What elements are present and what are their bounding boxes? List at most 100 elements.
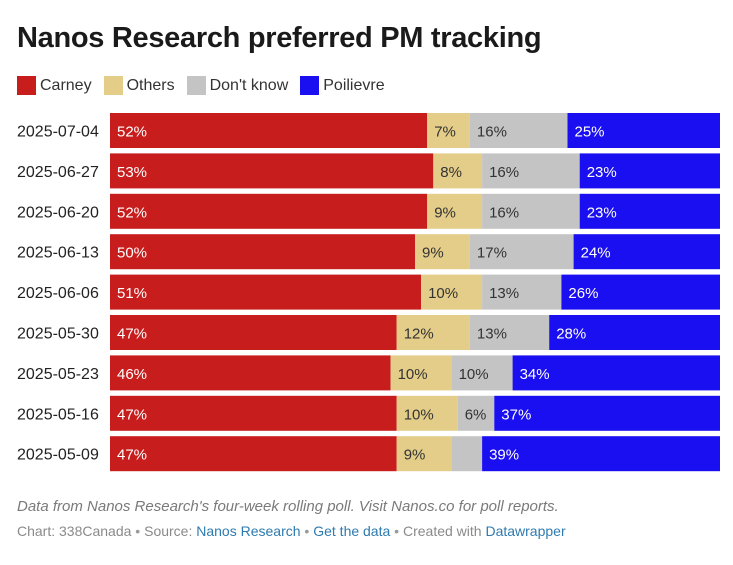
data-label-dont-know: 16% xyxy=(489,204,519,221)
bar-segment-poilievre xyxy=(482,436,720,472)
source-link[interactable]: Nanos Research xyxy=(196,523,301,539)
bar-segment-dont-know xyxy=(451,436,483,472)
legend-item-poilievre: Poilievre xyxy=(300,76,385,95)
data-label-poilievre: 23% xyxy=(587,204,617,221)
bar-segment-others xyxy=(427,113,470,148)
bar-segment-others xyxy=(421,274,483,310)
data-label-others: 12% xyxy=(404,326,434,343)
bar-segment-others xyxy=(415,234,470,270)
data-label-poilievre: 25% xyxy=(575,124,605,141)
bar-segment-others xyxy=(390,355,452,391)
category-label: 2025-06-20 xyxy=(17,204,99,221)
credit-source-label: Source: xyxy=(144,523,197,539)
category-label: 2025-05-16 xyxy=(17,406,99,423)
bar-segment-carney xyxy=(110,193,428,229)
legend-item-others: Others xyxy=(103,76,175,95)
bar-segment-poilievre xyxy=(512,355,720,391)
datawrapper-link[interactable]: Datawrapper xyxy=(485,523,566,539)
data-label-poilievre: 28% xyxy=(556,326,586,343)
bar-segment-dont-know xyxy=(469,234,574,270)
bar-segment-poilievre xyxy=(579,153,720,189)
bar-segment-carney xyxy=(110,395,397,431)
data-label-carney: 46% xyxy=(117,366,147,383)
data-label-poilievre: 24% xyxy=(581,245,611,262)
data-label-carney: 50% xyxy=(117,245,147,262)
bar-segment-dont-know xyxy=(469,315,550,350)
data-label-others: 8% xyxy=(440,164,462,181)
category-label: 2025-06-13 xyxy=(17,245,99,262)
bar-segment-poilievre xyxy=(561,274,720,310)
bar-segment-dont-know xyxy=(457,395,495,431)
chart-legend: Carney Others Don't know Poilievre xyxy=(17,76,397,95)
bar-segment-others xyxy=(396,436,452,472)
bar-segment-carney xyxy=(110,436,397,472)
bar-segment-poilievre xyxy=(567,113,720,148)
credit-separator-2: • xyxy=(300,523,314,539)
data-label-others: 10% xyxy=(398,366,428,383)
bar-segment-others xyxy=(396,315,470,350)
chart-title: Nanos Research preferred PM tracking xyxy=(17,22,542,54)
credit-separator-1: • xyxy=(131,523,145,539)
data-label-carney: 53% xyxy=(117,164,147,181)
data-label-dont-know: 13% xyxy=(477,326,507,343)
data-label-others: 7% xyxy=(434,124,456,141)
legend-swatch-dont-know xyxy=(186,76,206,95)
bar-segment-carney xyxy=(110,315,397,350)
bar-segment-carney xyxy=(110,355,391,391)
bar-segment-poilievre xyxy=(573,234,720,270)
data-label-others: 9% xyxy=(404,447,426,464)
data-label-others: 10% xyxy=(404,406,434,423)
stacked-bar-chart: 2025-07-04 52% 7% 16% 25% 2025-06-27 53% 8% 16% 2… xyxy=(17,113,720,472)
data-label-carney: 47% xyxy=(117,447,147,464)
bar-segment-dont-know xyxy=(482,153,580,189)
data-label-poilievre: 23% xyxy=(587,164,617,181)
chart-credits: Chart: 338Canada • Source: Nanos Researc… xyxy=(17,523,566,539)
legend-swatch-others xyxy=(103,76,123,95)
bar-segment-carney xyxy=(110,274,422,310)
legend-item-dont-know: Don't know xyxy=(186,76,289,95)
bar-segment-others xyxy=(427,193,483,229)
data-label-poilievre: 34% xyxy=(520,366,550,383)
legend-label-dont-know: Don't know xyxy=(209,76,289,94)
data-label-carney: 52% xyxy=(117,204,147,221)
data-label-dont-know: 16% xyxy=(477,124,507,141)
legend-label-others: Others xyxy=(126,76,175,94)
data-label-others: 10% xyxy=(428,285,458,302)
legend-label-carney: Carney xyxy=(40,76,92,94)
credit-separator-3: • xyxy=(390,523,403,539)
category-label: 2025-05-30 xyxy=(17,326,99,343)
data-label-poilievre: 37% xyxy=(501,406,531,423)
bar-segment-poilievre xyxy=(579,193,720,229)
data-label-carney: 47% xyxy=(117,326,147,343)
data-label-others: 9% xyxy=(434,204,456,221)
bar-segment-dont-know xyxy=(482,193,580,229)
data-label-dont-know: 10% xyxy=(459,366,489,383)
bar-segment-poilievre xyxy=(494,395,720,431)
data-label-carney: 51% xyxy=(117,285,147,302)
data-label-dont-know: 6% xyxy=(465,406,487,423)
bar-segment-others xyxy=(433,153,483,189)
legend-label-poilievre: Poilievre xyxy=(323,76,385,94)
category-label: 2025-05-09 xyxy=(17,447,99,464)
legend-swatch-poilievre xyxy=(300,76,320,95)
get-the-data-link[interactable]: Get the data xyxy=(313,523,391,539)
data-label-carney: 47% xyxy=(117,406,147,423)
data-label-dont-know: 16% xyxy=(489,164,519,181)
data-label-dont-know: 13% xyxy=(489,285,519,302)
bar-segment-carney xyxy=(110,113,428,148)
data-label-poilievre: 26% xyxy=(568,285,598,302)
bar-segment-carney xyxy=(110,153,434,189)
bar-segment-dont-know xyxy=(451,355,513,391)
credit-created-label: Created with xyxy=(402,523,486,539)
bar-segment-carney xyxy=(110,234,415,270)
category-label: 2025-06-27 xyxy=(17,164,99,181)
bar-segment-others xyxy=(396,395,458,431)
data-label-carney: 52% xyxy=(117,124,147,141)
category-label: 2025-07-04 xyxy=(17,124,99,141)
bar-segment-dont-know xyxy=(469,113,568,148)
chart-footnote: Data from Nanos Research's four-week rol… xyxy=(17,498,559,515)
data-label-poilievre: 39% xyxy=(489,447,519,464)
category-label: 2025-05-23 xyxy=(17,366,99,383)
legend-item-carney: Carney xyxy=(17,76,92,95)
bar-segment-poilievre xyxy=(549,315,720,350)
